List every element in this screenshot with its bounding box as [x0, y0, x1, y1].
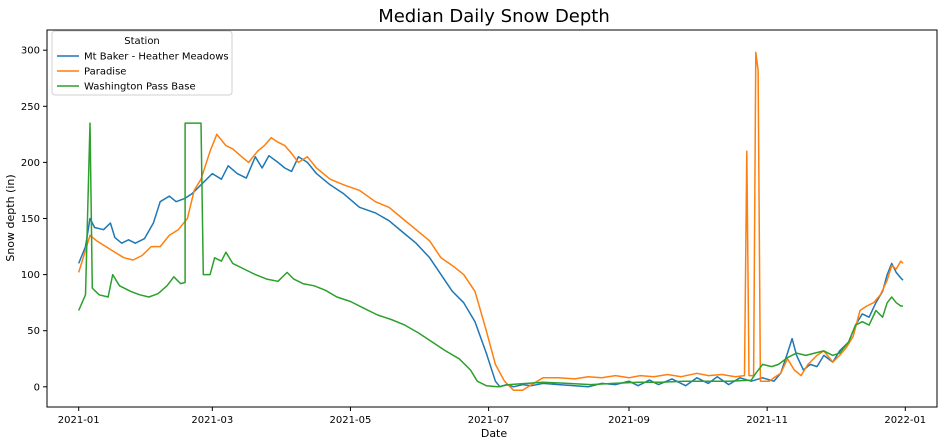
y-axis-label: Snow depth (in) [4, 174, 17, 261]
x-tick-label: 2021-07 [468, 415, 510, 426]
x-tick-label: 2022-01 [884, 415, 926, 426]
x-tick-label: 2021-11 [746, 415, 788, 426]
x-axis-label: Date [481, 427, 508, 440]
y-tick-label: 150 [21, 214, 40, 225]
chart-title: Median Daily Snow Depth [378, 6, 610, 27]
x-tick-label: 2021-05 [330, 415, 372, 426]
y-tick-label: 250 [21, 102, 40, 113]
series-line-3 [78, 122, 903, 388]
y-axis-ticks: 0 50 100 150 200 250 300 [21, 46, 47, 393]
x-axis-ticks: 2021-01 2021-03 2021-05 2021-07 2021-09 2021-… [58, 407, 926, 426]
legend-title: Station [124, 36, 160, 47]
legend-entries: Mt Baker - Heather Meadows Paradise Washin… [57, 52, 229, 93]
x-tick-label: 2021-09 [608, 415, 650, 426]
legend: Station Mt Baker - Heather Meadows Paradi… [51, 30, 233, 96]
y-tick-label: 50 [27, 326, 40, 337]
y-tick-label: 100 [21, 270, 40, 281]
legend-label-3: Washington Pass Base [84, 82, 196, 93]
legend-box [51, 30, 233, 96]
x-tick-label: 2021-03 [191, 415, 233, 426]
y-tick-label: 0 [34, 382, 40, 393]
series-line-2 [77, 51, 904, 391]
x-tick-label: 2021-01 [58, 415, 100, 426]
legend-label-2: Paradise [84, 67, 126, 78]
y-tick-label: 300 [21, 46, 40, 57]
y-tick-label: 200 [21, 158, 40, 169]
legend-label-1: Mt Baker - Heather Meadows [84, 52, 229, 63]
series-line-1 [78, 154, 904, 388]
